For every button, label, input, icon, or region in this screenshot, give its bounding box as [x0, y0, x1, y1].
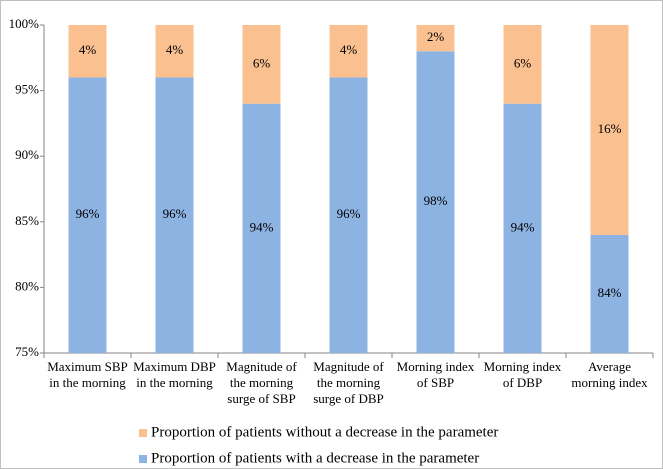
- y-tick-label: 90%: [15, 147, 39, 162]
- data-label: 4%: [79, 42, 97, 57]
- bar-segment: [590, 25, 629, 235]
- x-tick-label: Morning index of DBP: [483, 359, 562, 390]
- data-label: 4%: [166, 42, 184, 57]
- data-label: 94%: [511, 219, 535, 234]
- y-tick-label: 75%: [15, 344, 39, 359]
- y-tick-label: 100%: [9, 16, 40, 31]
- legend-label: Proportion of patients with a decrease i…: [151, 450, 479, 466]
- data-label: 96%: [337, 206, 361, 221]
- data-label: 96%: [76, 206, 100, 221]
- x-tick-label: Maximum SBP in the morning: [47, 359, 128, 390]
- data-label: 94%: [250, 219, 274, 234]
- data-label: 2%: [427, 29, 445, 44]
- data-label: 96%: [163, 206, 187, 221]
- bar-segment: [503, 25, 542, 104]
- legend-label: Proportion of patients without a decreas…: [151, 424, 498, 440]
- bar-segment: [155, 25, 194, 78]
- legend-swatch: [139, 429, 147, 437]
- bar-segment: [242, 25, 281, 104]
- x-tick-label: Maximum DBP in the morning: [133, 359, 216, 390]
- data-label: 4%: [340, 42, 358, 57]
- data-label: 98%: [424, 193, 448, 208]
- bar-segment: [503, 103, 542, 353]
- bar-segment: [590, 234, 629, 353]
- x-tick-label: Magnitude of the morning surge of SBP: [226, 359, 297, 406]
- bar-segment: [68, 25, 107, 78]
- data-label: 6%: [514, 55, 532, 70]
- x-tick-label: Morning index of SBP: [396, 359, 475, 390]
- bar-segment: [329, 25, 368, 78]
- bar-segment: [155, 77, 194, 353]
- legend-swatch: [139, 455, 147, 463]
- x-tick-label: Average morning index: [571, 359, 648, 390]
- bar-segment: [68, 77, 107, 353]
- data-label: 16%: [598, 121, 622, 136]
- bar-segment: [242, 103, 281, 353]
- bar-segment: [416, 51, 455, 354]
- y-tick-label: 85%: [15, 213, 39, 228]
- y-tick-label: 95%: [15, 82, 39, 97]
- data-label: 6%: [253, 55, 271, 70]
- y-tick-label: 80%: [15, 278, 39, 293]
- data-label: 84%: [598, 285, 622, 300]
- bar-segment: [416, 25, 455, 52]
- bar-segment: [329, 77, 368, 353]
- x-tick-label: Magnitude of the morning surge of DBP: [313, 359, 384, 406]
